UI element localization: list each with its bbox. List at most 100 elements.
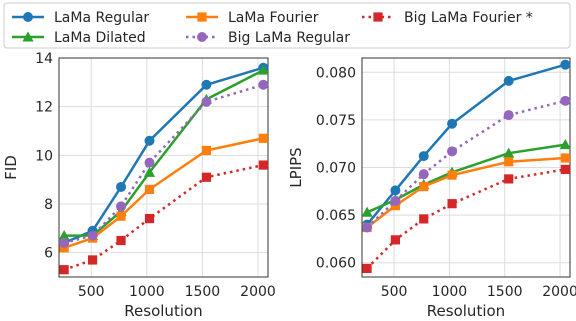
data-point (144, 157, 155, 168)
data-point (504, 174, 514, 184)
legend-item-lama-dilated: LaMa Dilated (12, 30, 146, 46)
data-point (418, 151, 429, 162)
data-point (560, 164, 570, 175)
data-point (447, 146, 458, 157)
data-point (143, 166, 156, 177)
data-point (447, 199, 457, 209)
legend-item-big-lama-fourier: Big LaMa Fourier * (362, 10, 533, 26)
legend-label: Big LaMa Fourier * (404, 10, 533, 26)
series-big-lama-fourier (59, 160, 268, 275)
y-tick-label: 0.070 (316, 161, 356, 177)
y-tick-label: 10 (35, 148, 53, 164)
data-point (144, 184, 155, 194)
x-axis-label: Resolution (427, 302, 505, 320)
legend: LaMa Regular LaMa Fourier Big LaMa Fourier… (3, 2, 571, 49)
y-tick-label: 0.080 (316, 65, 356, 81)
y-tick-label: 8 (44, 197, 53, 213)
legend-label: Big LaMa Regular (228, 30, 350, 46)
series-big-lama-regular (59, 79, 269, 248)
plot-frame (58, 57, 269, 278)
legend-frame (3, 2, 571, 49)
legend-item-lama-regular: LaMa Regular (12, 10, 149, 26)
data-point (59, 265, 69, 275)
data-point (419, 214, 429, 224)
plot-frame (361, 57, 571, 278)
x-tick-label: 1000 (432, 284, 468, 300)
plot-area (58, 57, 269, 278)
data-point (116, 211, 126, 221)
legend-item-big-lama-regular: Big LaMa Regular (186, 30, 350, 46)
x-tick-label: 1500 (487, 284, 523, 300)
series-big-lama-regular (362, 95, 571, 233)
data-point (116, 201, 127, 212)
legend-label: LaMa Regular (54, 10, 149, 26)
data-point (116, 235, 126, 246)
data-point (503, 110, 514, 121)
series-line (366, 168, 566, 270)
data-point (361, 206, 373, 217)
data-point (258, 79, 269, 90)
data-point (362, 222, 373, 233)
legend-item-lama-fourier: LaMa Fourier (186, 10, 319, 26)
y-axis-label: LPIPS (287, 147, 305, 187)
y-axis-label: FID (2, 155, 20, 180)
data-point (257, 64, 269, 75)
x-tick-label: 500 (381, 284, 408, 300)
data-point (258, 160, 268, 170)
x-tick-label: 2000 (542, 284, 576, 300)
data-point (201, 145, 212, 156)
data-point (503, 147, 515, 158)
data-point (58, 230, 70, 241)
x-tick-label: 1500 (185, 284, 221, 300)
series-line (63, 83, 264, 245)
series-line (366, 63, 566, 226)
y-tick-label: 12 (35, 100, 53, 116)
legend-label: LaMa Fourier (228, 10, 319, 26)
y-tick-label: 0.065 (316, 208, 356, 224)
data-point (201, 96, 212, 107)
x-tick-label: 1000 (129, 284, 165, 300)
legend-marker (373, 12, 383, 22)
data-point (258, 133, 268, 143)
lpips-chart: 500 1000 1500 2000 0.060 0.065 0.070 0.075 0.080… (287, 57, 576, 320)
data-point (87, 230, 98, 241)
data-point (390, 195, 401, 206)
data-point (59, 237, 70, 248)
legend-label: LaMa Dilated (54, 30, 146, 46)
data-point (362, 263, 372, 274)
series-line (63, 66, 264, 245)
data-point (418, 169, 429, 180)
y-tick-label: 0.060 (316, 256, 356, 272)
legend-marker (197, 12, 207, 22)
legend-marker (197, 32, 207, 42)
data-point (390, 185, 401, 196)
x-tick-label: 500 (78, 284, 105, 300)
x-tick-label: 2000 (240, 284, 276, 300)
data-point (201, 172, 212, 182)
data-point (390, 235, 401, 245)
fid-chart: 500 1000 1500 2000 6 8 10 12 14 Resolution FID (2, 51, 276, 320)
data-point (201, 79, 212, 90)
data-point (447, 118, 458, 129)
data-point (503, 75, 514, 86)
series-line (63, 137, 264, 249)
x-axis-label: Resolution (124, 302, 202, 320)
data-point (144, 214, 155, 224)
data-point (116, 181, 127, 192)
legend-marker (23, 12, 33, 22)
data-point (560, 95, 571, 106)
series-lama-regular (362, 59, 571, 230)
data-point (144, 135, 155, 146)
data-point (504, 157, 514, 167)
data-point (87, 255, 98, 265)
y-tick-label: 0.075 (316, 113, 356, 129)
y-tick-label: 14 (35, 51, 53, 67)
legend-marker (22, 31, 34, 42)
data-point (447, 170, 457, 180)
series-line (366, 156, 566, 229)
data-point (559, 139, 571, 150)
series-big-lama-fourier (362, 164, 570, 274)
data-point (560, 59, 571, 70)
data-point (419, 181, 429, 192)
